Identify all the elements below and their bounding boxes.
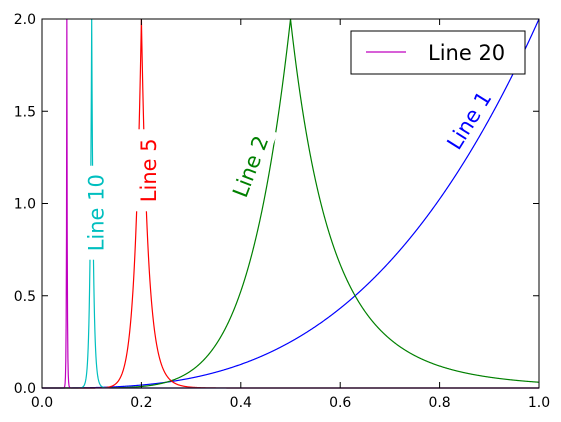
x-tick-label: 0.0 (31, 395, 53, 411)
legend-label: Line 20 (428, 41, 505, 65)
inline-label-line-2: Line 2 (228, 133, 273, 201)
inline-label-bg-line-10 (83, 165, 110, 260)
inline-label-line-10: Line 10 (85, 174, 109, 251)
inline-label-bg-line-5 (135, 129, 162, 212)
x-tick-label: 0.6 (329, 395, 351, 411)
y-tick-label: 1.5 (14, 104, 36, 120)
y-tick-label: 1.0 (14, 197, 36, 213)
y-tick-label: 0.0 (14, 381, 36, 397)
y-tick-label: 2.0 (14, 12, 36, 28)
x-tick-label: 0.8 (428, 395, 450, 411)
x-tick-label: 1.0 (528, 395, 550, 411)
inline-label-bg-line-1 (436, 78, 503, 163)
series-line-line-1 (42, 18, 540, 389)
inline-label-bg-line-2 (223, 123, 278, 210)
y-tick-label: 0.5 (14, 289, 36, 305)
x-tick-label: 0.2 (130, 395, 152, 411)
legend: Line 20 (350, 30, 526, 75)
axis-ticks: 0.0 0.2 0.4 0.6 0.8 1.0 0.0 0.5 1.0 1.5 2.0 (14, 12, 550, 411)
x-tick-label: 0.4 (230, 395, 252, 411)
inline-label-line-5: Line 5 (137, 138, 161, 202)
